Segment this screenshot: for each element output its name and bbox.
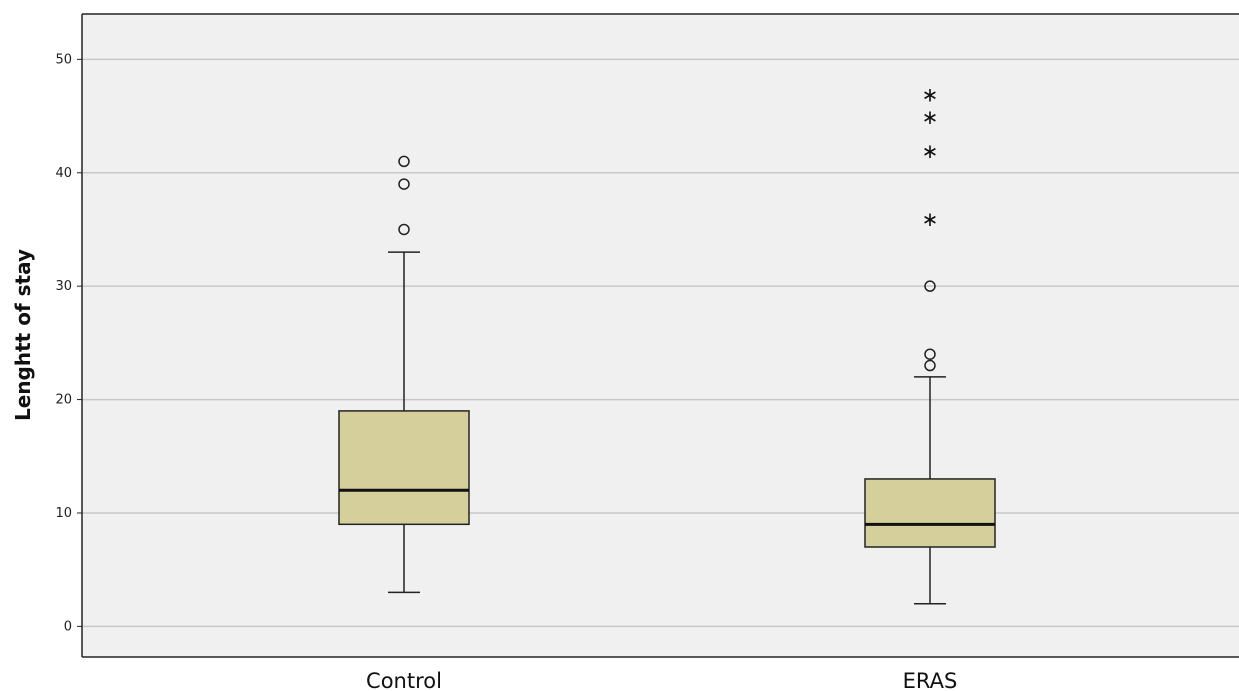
x-axis-categories: Control ERAS	[366, 669, 957, 691]
gridlines	[82, 58, 1239, 628]
y-axis-title: Lenghtt of stay	[11, 249, 35, 421]
box-group: ∗∗∗∗	[864, 82, 996, 605]
boxes: ∗∗∗∗	[338, 82, 996, 605]
outlier-point	[924, 359, 936, 372]
x-category-label: Control	[366, 669, 442, 691]
y-tick-label: 40	[55, 166, 72, 181]
y-tick-label: 20	[55, 393, 72, 408]
extreme-point: ∗	[922, 207, 939, 231]
iqr-box	[864, 478, 996, 548]
outlier-point	[398, 155, 410, 168]
iqr-box	[338, 410, 470, 526]
outlier-point	[924, 280, 936, 292]
box-group	[338, 155, 470, 594]
y-tick-label: 0	[64, 619, 72, 634]
y-axis-ticks: 0 10 20 30 40 50	[55, 52, 82, 634]
y-tick-label: 30	[55, 279, 72, 294]
y-tick-label: 50	[55, 52, 72, 67]
outlier-point	[398, 178, 410, 190]
extreme-point: ∗	[922, 105, 939, 129]
extreme-point: ∗	[922, 82, 939, 106]
outlier-point	[398, 223, 410, 236]
plot-area	[82, 14, 1239, 657]
y-tick-label: 10	[55, 506, 72, 521]
x-category-label: ERAS	[903, 669, 958, 691]
extreme-point: ∗	[922, 139, 939, 163]
outlier-point	[924, 348, 936, 360]
